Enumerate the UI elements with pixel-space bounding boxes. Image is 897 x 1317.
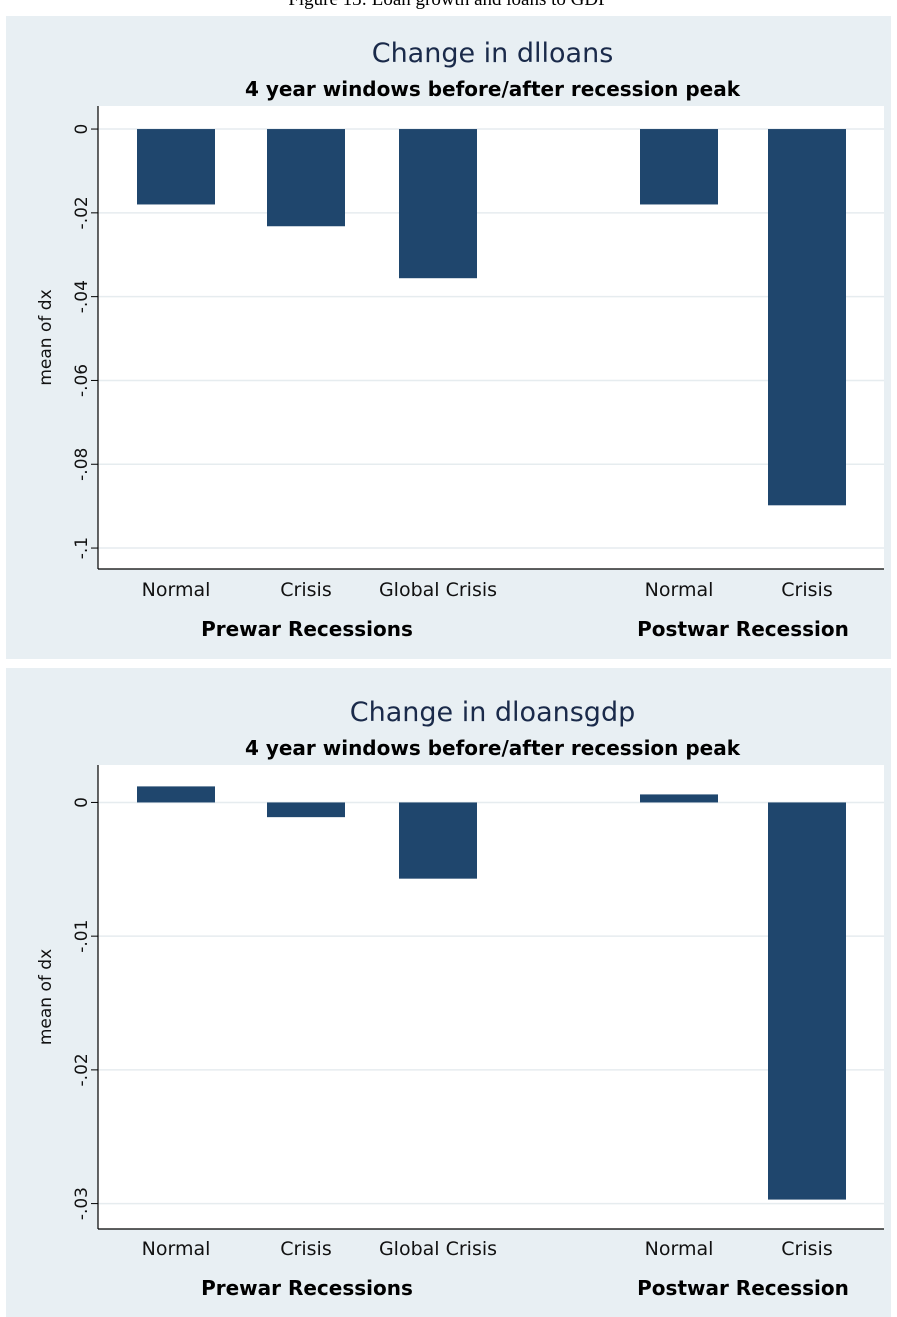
y-tick-label: -.02 bbox=[72, 1053, 92, 1086]
chart-title: Change in dloansgdp bbox=[350, 697, 635, 728]
group-label: Prewar Recessions bbox=[201, 1276, 413, 1300]
y-tick-label: -.1 bbox=[72, 537, 92, 559]
bar-crisis bbox=[768, 802, 846, 1200]
bar-crisis bbox=[267, 802, 345, 818]
bar-normal bbox=[640, 794, 718, 803]
bar-global-crisis bbox=[399, 129, 477, 279]
y-tick-label: -.06 bbox=[72, 364, 92, 397]
bar-normal bbox=[640, 129, 718, 205]
category-label: Crisis bbox=[280, 1238, 331, 1260]
y-tick-label: 0 bbox=[72, 124, 92, 135]
group-label: Prewar Recessions bbox=[201, 617, 413, 641]
plot-area bbox=[98, 106, 884, 569]
plot-area bbox=[98, 765, 884, 1229]
category-label: Crisis bbox=[280, 579, 331, 601]
chart-dlloans: Change in dlloans 4 year windows before/a… bbox=[6, 16, 891, 659]
y-tick-label: 0 bbox=[72, 797, 92, 808]
group-label: Postwar Recession bbox=[637, 617, 849, 641]
category-label: Crisis bbox=[781, 1238, 832, 1260]
category-label: Crisis bbox=[781, 579, 832, 601]
category-label: Normal bbox=[645, 579, 714, 601]
y-axis-label: mean of dx bbox=[36, 289, 56, 385]
figure-caption: Figure 13: Loan growth and loans to GDP bbox=[0, 0, 897, 12]
y-tick-label: -.02 bbox=[72, 196, 92, 229]
y-axis-label: mean of dx bbox=[36, 949, 56, 1045]
y-tick-label: -.01 bbox=[72, 920, 92, 953]
bar-normal bbox=[137, 129, 215, 205]
bar-crisis bbox=[768, 129, 846, 506]
y-tick-label: -.04 bbox=[72, 280, 92, 313]
category-label: Global Crisis bbox=[379, 1238, 497, 1260]
chart-subtitle: 4 year windows before/after recession pe… bbox=[245, 77, 741, 101]
category-label: Normal bbox=[142, 1238, 211, 1260]
category-label: Global Crisis bbox=[379, 579, 497, 601]
group-label: Postwar Recession bbox=[637, 1276, 849, 1300]
chart-dloansgdp: Change in dloansgdp 4 year windows before… bbox=[6, 668, 891, 1317]
bar-normal bbox=[137, 786, 215, 803]
y-tick-label: -.03 bbox=[72, 1187, 92, 1220]
chart-panel-dloansgdp: Change in dloansgdp 4 year windows before… bbox=[6, 668, 891, 1317]
chart-title: Change in dlloans bbox=[372, 38, 614, 69]
chart-panel-dlloans: Change in dlloans 4 year windows before/a… bbox=[6, 16, 891, 659]
bar-crisis bbox=[267, 129, 345, 227]
chart-subtitle: 4 year windows before/after recession pe… bbox=[245, 736, 741, 760]
category-label: Normal bbox=[142, 579, 211, 601]
category-label: Normal bbox=[645, 1238, 714, 1260]
y-tick-label: -.08 bbox=[72, 448, 92, 481]
bar-global-crisis bbox=[399, 802, 477, 879]
